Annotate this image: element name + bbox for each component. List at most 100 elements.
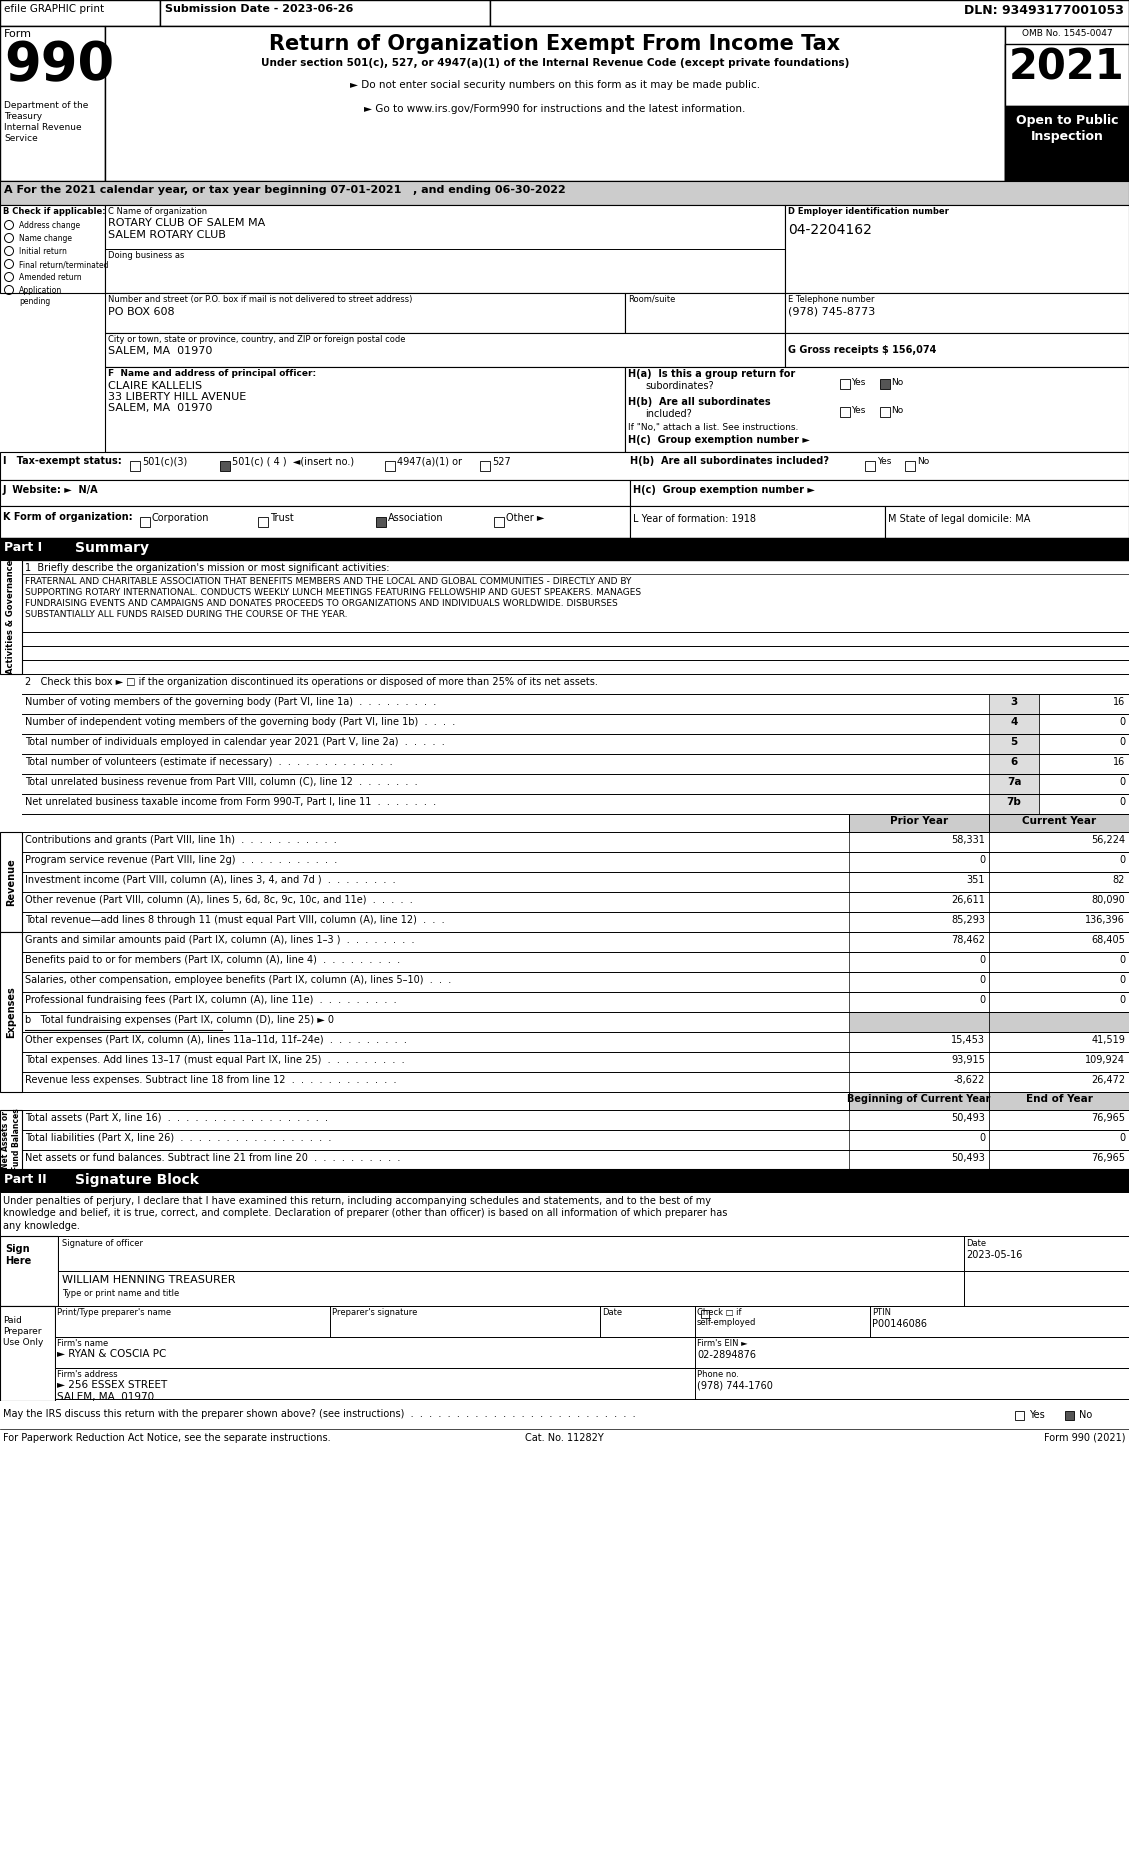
Text: Total unrelated business revenue from Part VIII, column (C), line 12  .  .  .  .: Total unrelated business revenue from Pa… [25,777,418,787]
Text: Submission Date - 2023-06-26: Submission Date - 2023-06-26 [165,4,353,15]
Text: 76,965: 76,965 [1091,1154,1124,1163]
Text: No: No [1079,1409,1092,1420]
Text: 0: 0 [1119,995,1124,1005]
Text: PTIN: PTIN [872,1309,891,1318]
Bar [21,574,1129,632]
Text: 7a: 7a [1007,777,1022,787]
Text: Final return/terminated: Final return/terminated [19,259,108,268]
Text: Firm's name: Firm's name [56,1338,108,1348]
Text: Association: Association [388,513,444,524]
Text: Salaries, other compensation, employee benefits (Part IX, column (A), lines 5–10: Salaries, other compensation, employee b… [25,975,452,984]
Text: A For the 2021 calendar year, or tax year beginning 07-01-2021   , and ending 06: A For the 2021 calendar year, or tax yea… [5,185,566,196]
Bar [989,893,1129,911]
Text: Amended return: Amended return [19,272,81,281]
Text: City or town, state or province, country, and ZIP or foreign postal code: City or town, state or province, country… [108,336,405,345]
Bar [849,872,989,893]
Bar [879,378,890,390]
Bar [701,1310,709,1318]
Text: 0: 0 [1119,954,1124,966]
Bar [259,516,268,528]
Text: Initial return: Initial return [19,248,67,255]
Bar [905,460,914,472]
Text: ► 256 ESSEX STREET: ► 256 ESSEX STREET [56,1379,167,1391]
Text: 5: 5 [1010,736,1017,747]
Text: M State of legal domicile: MA: M State of legal domicile: MA [889,514,1031,524]
Bar [0,539,1129,559]
Text: CLAIRE KALLELIS: CLAIRE KALLELIS [108,380,202,391]
Text: Form: Form [5,30,32,39]
Text: PO BOX 608: PO BOX 608 [108,308,175,317]
Text: 0: 0 [979,1133,984,1143]
Text: ► RYAN & COSCIA PC: ► RYAN & COSCIA PC [56,1350,166,1359]
Bar [630,505,885,539]
Bar [0,0,1129,26]
Bar [989,831,1129,852]
Text: ► Do not enter social security numbers on this form as it may be made public.: ► Do not enter social security numbers o… [350,80,760,89]
Bar [105,334,785,367]
Bar [0,181,1129,205]
Text: 0: 0 [1119,777,1124,787]
Bar [989,1012,1129,1033]
Text: Number and street (or P.O. box if mail is not delivered to street address): Number and street (or P.O. box if mail i… [108,295,412,304]
Text: Address change: Address change [19,222,80,229]
Bar [55,1307,1129,1336]
Bar [1039,734,1129,755]
Bar [989,1130,1129,1150]
Bar [0,1402,1129,1424]
Bar [989,755,1039,774]
Bar [0,205,105,293]
Text: -8,622: -8,622 [954,1076,984,1085]
Bar [0,26,105,181]
Text: Activities & Governance: Activities & Governance [7,559,16,675]
Text: (978) 744-1760: (978) 744-1760 [697,1381,773,1391]
Bar [989,693,1039,714]
Text: No: No [891,406,903,416]
Text: Net assets or fund balances. Subtract line 21 from line 20  .  .  .  .  .  .  . : Net assets or fund balances. Subtract li… [25,1154,401,1163]
Bar [58,1271,964,1307]
Text: Type or print name and title: Type or print name and title [62,1290,180,1297]
Bar [785,205,1129,293]
Bar [849,831,989,852]
Bar [1039,774,1129,794]
Bar [840,406,850,418]
Text: 501(c)(3): 501(c)(3) [142,457,187,468]
Text: 990: 990 [5,39,114,91]
Text: Net unrelated business taxable income from Form 990-T, Part I, line 11  .  .  . : Net unrelated business taxable income fr… [25,798,436,807]
Bar [989,1072,1129,1092]
Text: Other ►: Other ► [506,513,544,524]
Text: Yes: Yes [877,457,892,466]
Text: Prior Year: Prior Year [890,816,948,826]
Bar [140,516,150,528]
Bar [989,971,1129,992]
Text: 109,924: 109,924 [1085,1055,1124,1064]
Bar [989,815,1129,831]
Text: OMB No. 1545-0047: OMB No. 1545-0047 [1022,30,1112,37]
Text: Check □ if: Check □ if [697,1309,742,1318]
Bar [625,293,785,334]
Bar [1039,714,1129,734]
Text: Name change: Name change [19,235,72,242]
Text: Under section 501(c), 527, or 4947(a)(1) of the Internal Revenue Code (except pr: Under section 501(c), 527, or 4947(a)(1)… [261,58,849,67]
Bar [849,911,989,932]
Text: Number of voting members of the governing body (Part VI, line 1a)  .  .  .  .  .: Number of voting members of the governin… [25,697,436,706]
Text: SALEM, MA  01970: SALEM, MA 01970 [108,347,212,356]
Bar [490,0,1129,26]
Bar [58,1236,964,1271]
Bar [989,1109,1129,1130]
Text: Summary: Summary [75,541,149,555]
Text: DLN: 93493177001053: DLN: 93493177001053 [964,4,1124,17]
Text: Part II: Part II [5,1172,46,1186]
Text: Under penalties of perjury, I declare that I have examined this return, includin: Under penalties of perjury, I declare th… [3,1197,727,1230]
Bar [1015,1411,1024,1420]
Bar [105,367,625,451]
Bar [849,953,989,971]
Text: Return of Organization Exempt From Income Tax: Return of Organization Exempt From Incom… [270,34,841,54]
Text: SALEM, MA  01970: SALEM, MA 01970 [56,1392,155,1402]
Bar [1039,794,1129,815]
Bar [849,992,989,1012]
Text: I   Tax-exempt status:: I Tax-exempt status: [3,457,122,466]
Text: End of Year: End of Year [1025,1094,1093,1103]
Text: 58,331: 58,331 [951,835,984,844]
Bar [849,893,989,911]
Text: Revenue: Revenue [6,857,16,906]
